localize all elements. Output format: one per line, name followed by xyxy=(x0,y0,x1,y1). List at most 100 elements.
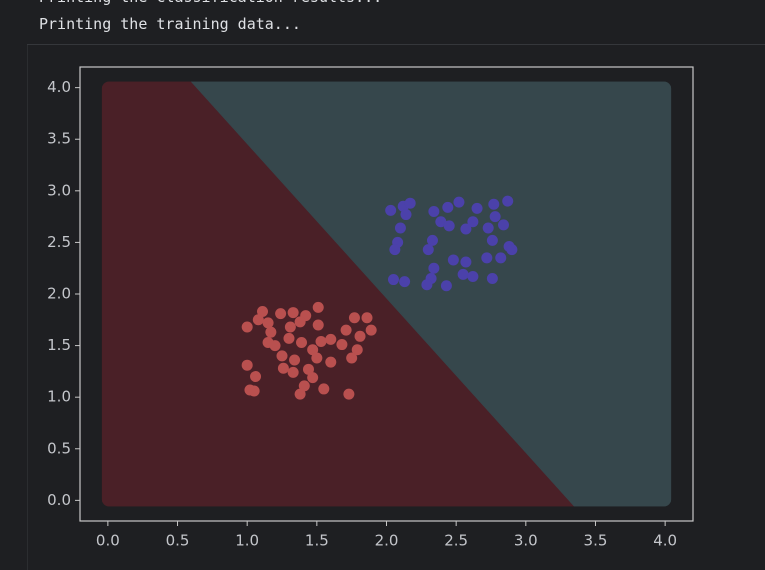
data-point xyxy=(442,201,454,213)
data-point xyxy=(498,219,510,231)
data-point xyxy=(277,362,289,374)
data-point xyxy=(502,195,514,207)
data-point xyxy=(312,301,324,313)
data-point xyxy=(318,383,330,395)
log-line: Printing the training data... xyxy=(39,15,301,33)
data-point xyxy=(467,270,479,282)
data-point xyxy=(287,366,299,378)
y-tick-label: 2.0 xyxy=(47,285,71,303)
x-tick-label: 1.5 xyxy=(305,532,329,550)
data-point xyxy=(269,340,281,352)
data-point xyxy=(482,222,494,234)
data-point xyxy=(361,312,373,324)
decision-region xyxy=(101,81,576,507)
data-point xyxy=(486,234,498,246)
data-point xyxy=(294,316,306,328)
x-tick-label: 2.0 xyxy=(375,532,399,550)
x-tick-label: 0.0 xyxy=(96,532,120,550)
data-point xyxy=(315,335,327,347)
data-point xyxy=(440,280,452,292)
data-point xyxy=(276,350,288,362)
data-point xyxy=(252,314,264,326)
data-point xyxy=(428,262,440,274)
data-point xyxy=(471,202,483,214)
y-tick-label: 4.0 xyxy=(47,78,71,96)
y-tick-label: 3.0 xyxy=(47,181,71,199)
data-point xyxy=(325,333,337,345)
data-point xyxy=(385,204,397,216)
data-point xyxy=(289,354,301,366)
data-point xyxy=(336,339,348,351)
data-point xyxy=(421,279,433,291)
data-point xyxy=(486,273,498,285)
data-point xyxy=(354,330,366,342)
data-point xyxy=(298,380,310,392)
x-tick-label: 1.0 xyxy=(235,532,259,550)
data-point xyxy=(343,388,355,400)
data-point xyxy=(307,372,319,384)
decision-regions xyxy=(101,81,672,507)
cell-border xyxy=(27,45,28,570)
y-tick-label: 1.5 xyxy=(47,336,71,354)
data-point xyxy=(265,326,277,338)
data-point xyxy=(346,352,358,364)
data-point xyxy=(460,223,472,235)
data-point xyxy=(257,306,269,318)
data-point xyxy=(506,244,518,256)
data-point xyxy=(250,371,262,383)
x-tick-label: 3.0 xyxy=(514,532,538,550)
data-point xyxy=(351,344,363,356)
data-point xyxy=(488,198,500,210)
data-point xyxy=(467,216,479,228)
x-tick-label: 0.5 xyxy=(166,532,190,550)
data-point xyxy=(348,312,360,324)
data-point xyxy=(294,388,306,400)
data-point xyxy=(394,222,406,234)
data-point xyxy=(422,244,434,256)
data-point xyxy=(426,234,438,246)
y-tick-label: 2.5 xyxy=(47,233,71,251)
x-tick-label: 3.5 xyxy=(584,532,608,550)
data-point xyxy=(340,324,352,336)
decision-region xyxy=(190,81,672,507)
y-tick-label: 0.5 xyxy=(47,439,71,457)
data-point xyxy=(389,244,401,256)
data-point xyxy=(302,363,314,375)
data-point xyxy=(495,252,507,264)
data-point xyxy=(404,197,416,209)
data-point xyxy=(447,254,459,266)
x-tick-label: 4.0 xyxy=(653,532,677,550)
data-point xyxy=(248,385,260,397)
log-line: Printing the classification results... xyxy=(39,0,382,6)
data-point xyxy=(311,352,323,364)
data-point xyxy=(283,332,295,344)
data-point xyxy=(453,196,465,208)
data-point xyxy=(365,324,377,336)
data-point xyxy=(275,308,287,320)
data-point xyxy=(400,209,412,221)
data-point xyxy=(241,321,253,333)
x-tick-label: 2.5 xyxy=(444,532,468,550)
data-point xyxy=(312,319,324,331)
data-point xyxy=(435,216,447,228)
data-point xyxy=(325,356,337,368)
y-tick-label: 0.0 xyxy=(47,491,71,509)
data-point xyxy=(287,307,299,319)
data-point xyxy=(387,274,399,286)
data-point xyxy=(296,336,308,348)
data-point xyxy=(284,321,296,333)
data-point xyxy=(399,276,411,288)
data-point xyxy=(428,205,440,217)
data-point xyxy=(481,252,493,264)
y-tick-label: 1.0 xyxy=(47,388,71,406)
data-point xyxy=(241,359,253,371)
data-point xyxy=(262,317,274,329)
data-point xyxy=(457,268,469,280)
data-point xyxy=(443,220,455,232)
data-point xyxy=(489,211,501,223)
y-tick-label: 3.5 xyxy=(47,130,71,148)
data-point xyxy=(307,344,319,356)
separator xyxy=(27,44,765,45)
